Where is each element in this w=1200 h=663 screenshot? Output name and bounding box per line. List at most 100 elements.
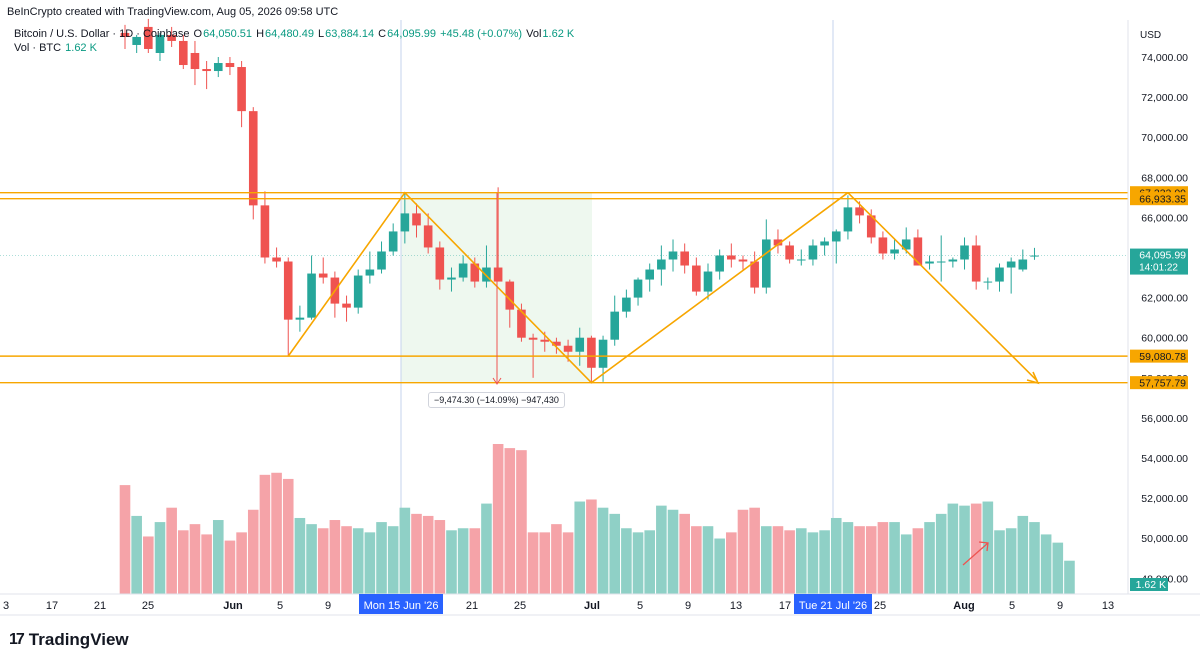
volume-bar (1064, 560, 1075, 594)
volume-bar (504, 448, 516, 594)
candle (633, 279, 643, 298)
volume-bar (574, 501, 586, 594)
volume-bar (411, 513, 422, 594)
candle (155, 34, 165, 53)
volume-bar (1052, 542, 1064, 594)
candle (820, 241, 829, 246)
price-tick-label: 66,000.00 (1141, 212, 1188, 224)
volume-trend-arrowhead (978, 541, 989, 552)
price-tick-label: 50,000.00 (1141, 533, 1188, 545)
candle (680, 251, 689, 266)
tradingview-logo[interactable]: 17 TradingView (9, 630, 129, 650)
price-range-measure-label: −9,474.30 (−14.09%) −947,430 (428, 392, 565, 408)
volume-bar (236, 532, 247, 594)
time-tick-label: 9 (685, 600, 691, 612)
candle (703, 271, 713, 292)
tradingview-mark-icon: 17 (9, 631, 25, 648)
candle (365, 269, 375, 276)
volume-bar (795, 528, 807, 594)
volume-bar (399, 507, 411, 594)
candle (412, 213, 421, 226)
price-tick-label: 54,000.00 (1141, 453, 1188, 465)
change-value: +45.48 (+0.07%) (440, 28, 523, 40)
candle (610, 311, 620, 340)
measure-arrowhead (492, 377, 502, 385)
volume-bar (154, 522, 166, 594)
time-tick-label: 25 (514, 600, 526, 612)
volume-bar (306, 524, 317, 594)
candle (785, 245, 794, 260)
time-tick-label: 9 (325, 600, 331, 612)
candle (248, 111, 258, 206)
volume-bar (178, 530, 189, 594)
candle (995, 267, 1004, 282)
volume-bar (189, 524, 201, 594)
volume-bar (667, 509, 679, 594)
volume-bar (935, 513, 947, 594)
volume-bar (492, 444, 504, 594)
volume-bar (900, 534, 912, 594)
volume-bar (819, 530, 830, 594)
candle (353, 275, 363, 308)
candle (167, 34, 176, 41)
highlighted-date-label: Mon 15 Jun '26 (364, 600, 439, 612)
volume-bar (119, 485, 131, 594)
volume-bar (551, 524, 562, 594)
last-price-tag (1130, 248, 1188, 275)
volume-bar (329, 520, 341, 594)
candle (808, 245, 818, 260)
candle (493, 267, 503, 282)
volume-series-label: Vol · BTC (14, 42, 62, 54)
level-tag (1130, 349, 1188, 363)
volume-bar (422, 515, 434, 594)
volume-bar (924, 522, 935, 594)
volume-bar (282, 478, 294, 594)
candle (447, 277, 456, 280)
close-value: 64,095.99 (387, 28, 437, 40)
candle (971, 245, 981, 282)
time-tick-label: 13 (1102, 600, 1114, 612)
open-value: 64,050.51 (203, 28, 253, 40)
candle (1006, 261, 1016, 268)
symbol-name: Bitcoin / U.S. Dollar · 1D · Coinbase (14, 28, 190, 40)
candle (202, 69, 211, 72)
volume-bar (726, 532, 737, 594)
volume-bar (632, 532, 644, 594)
volume-bar (457, 528, 469, 594)
candle (855, 207, 864, 216)
drawings (0, 191, 1128, 566)
volume-bar (749, 507, 760, 594)
price-tick-label: 62,000.00 (1141, 293, 1188, 305)
volume-bar (469, 528, 481, 594)
time-tick-label: 25 (874, 600, 886, 612)
candle (144, 26, 153, 49)
level-tag-label: 59,080.78 (1139, 351, 1186, 363)
projection-arrowhead (1026, 371, 1040, 385)
candle (260, 205, 270, 258)
time-tick-label: 17 (46, 600, 58, 612)
volume-tag (1130, 578, 1168, 591)
candle (423, 225, 433, 248)
time-tick-label: Jul (584, 600, 600, 612)
volume-bars (119, 444, 1075, 594)
candle (773, 239, 783, 246)
projection-arrow (847, 192, 1038, 382)
time-tick-label: 25 (142, 600, 154, 612)
candle (587, 337, 596, 368)
last-price-tag-label: 64,095.99 (1139, 250, 1186, 262)
candle (738, 259, 748, 262)
volume-bar (271, 472, 282, 594)
candle (796, 259, 806, 261)
price-tick-label: 74,000.00 (1141, 52, 1188, 64)
time-tick-label: 17 (779, 600, 791, 612)
level-tag-label: 66,933.35 (1139, 194, 1186, 206)
volume-bar (516, 450, 527, 594)
volume-bar (970, 503, 982, 594)
price-tick-label: 56,000.00 (1141, 413, 1188, 425)
candle (843, 207, 853, 232)
volume-bar (364, 532, 376, 594)
volume-bar (621, 528, 632, 594)
volume-bar (131, 515, 142, 594)
time-tick-label: 9 (1057, 600, 1063, 612)
